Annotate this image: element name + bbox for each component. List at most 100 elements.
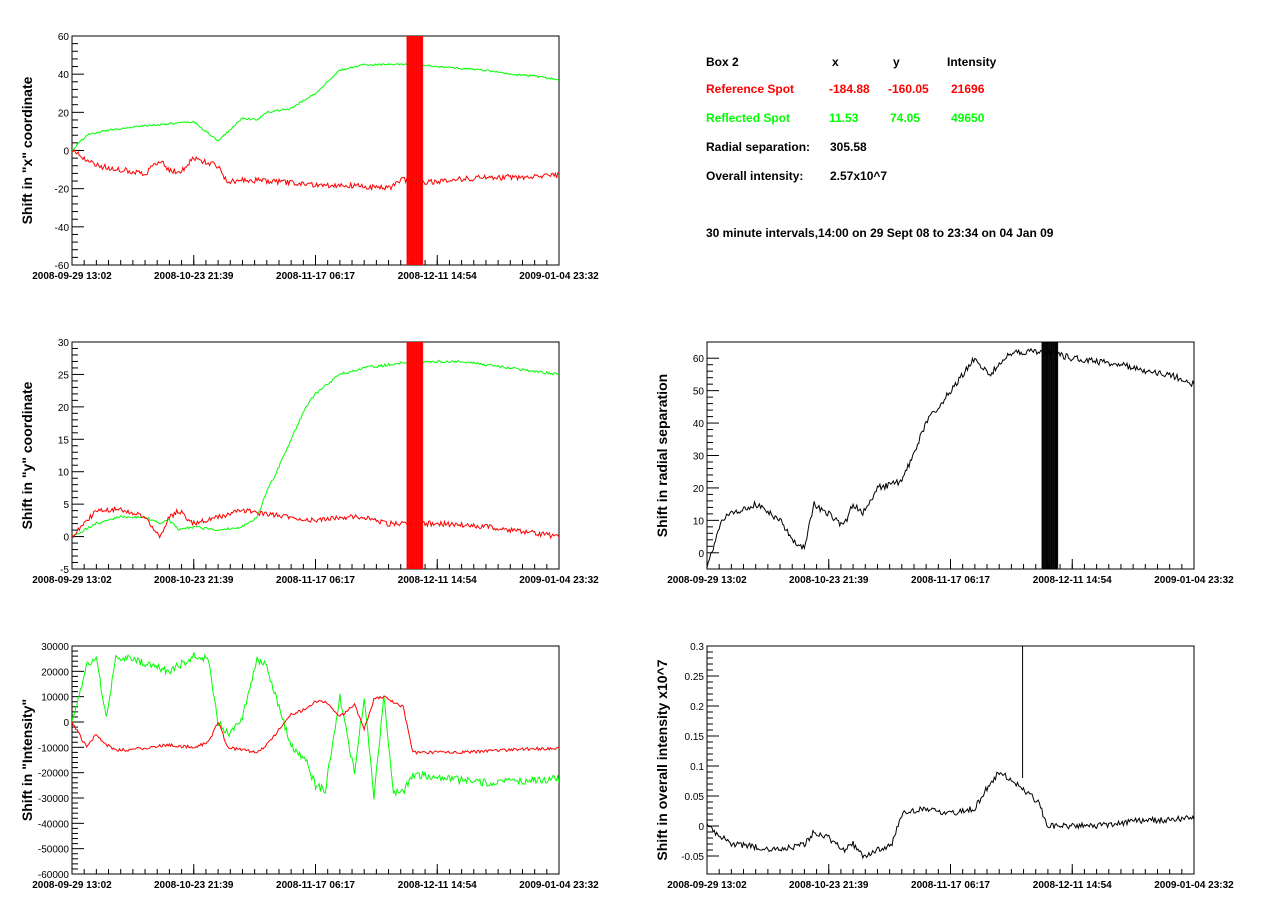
- y-shift-xtick-label-4: 2009-01-04 23:32: [519, 575, 599, 586]
- y-shift-series-0: [72, 359, 559, 537]
- x-shift-xtick-label-1: 2008-10-23 21:39: [154, 271, 234, 282]
- intensity-shift-ytick-label-3: -30000: [38, 794, 70, 805]
- radial-shift-ytick-label-0: 0: [698, 549, 704, 560]
- y-shift-ytick-label-5: 20: [58, 403, 70, 414]
- intensity-shift-ylabel: Shift in "Intensity": [19, 699, 35, 821]
- x-shift-series-0: [72, 63, 559, 151]
- y-shift-xtick-label-1: 2008-10-23 21:39: [154, 575, 234, 586]
- y-shift-ylabel: Shift in "y" coordinate: [19, 381, 35, 529]
- x-shift-series-1: [72, 148, 559, 192]
- intensity-shift-ytick-label-6: 0: [63, 718, 69, 729]
- intensity-shift-ytick-label-2: -40000: [38, 819, 70, 830]
- radial-shift-xtick-label-0: 2008-09-29 13:02: [667, 575, 747, 586]
- x-shift-ytick-label-6: 60: [58, 32, 70, 43]
- radial-separation-label: Radial separation:: [706, 140, 811, 154]
- overall-intensity-shift-ytick-label-4: 0.15: [685, 732, 705, 743]
- overall-intensity-shift-ytick-label-0: -0.05: [681, 852, 704, 863]
- radial-shift-series-0: [707, 347, 1194, 569]
- radial-shift-frame: [706, 341, 1195, 570]
- overall-intensity-shift-frame: [706, 645, 1195, 875]
- interval-note: 30 minute intervals,14:00 on 29 Sept 08 …: [706, 226, 1054, 240]
- intensity-shift-ytick-label-7: 10000: [41, 693, 69, 704]
- radial-shift-xtick-label-4: 2009-01-04 23:32: [1154, 575, 1234, 586]
- y-shift-frame: [71, 341, 560, 570]
- x-shift-xtick-label-2: 2008-11-17 06:17: [276, 271, 355, 282]
- reference-spot-intensity: 21696: [951, 82, 985, 96]
- x-shift-ytick-label-2: -20: [55, 185, 70, 196]
- intensity-shift-xtick-label-3: 2008-12-11 14:54: [398, 880, 477, 891]
- x-shift-xtick-label-3: 2008-12-11 14:54: [398, 271, 477, 282]
- y-shift-ytick-label-7: 30: [58, 338, 70, 349]
- intensity-shift-xtick-label-1: 2008-10-23 21:39: [154, 880, 234, 891]
- y-shift-ytick-label-1: 0: [63, 533, 69, 544]
- y-shift-series-1: [72, 505, 559, 540]
- overall-intensity-shift-xtick-label-0: 2008-09-29 13:02: [667, 880, 747, 891]
- radial-shift-xtick-label-2: 2008-11-17 06:17: [911, 575, 990, 586]
- radial-shift-ytick-label-2: 20: [693, 484, 705, 495]
- intensity-shift-ytick-label-4: -20000: [38, 769, 70, 780]
- header-intensity: Intensity: [947, 55, 997, 69]
- intensity-shift-ytick-label-0: -60000: [38, 870, 70, 881]
- overall-intensity-shift-ytick-label-3: 0.1: [690, 762, 704, 773]
- reflected-spot-intensity: 49650: [951, 111, 985, 125]
- overall-intensity-shift-ytick-label-6: 0.25: [685, 672, 705, 683]
- radial-shift-xtick-label-1: 2008-10-23 21:39: [789, 575, 869, 586]
- overall-intensity-shift-ytick-label-2: 0.05: [685, 792, 705, 803]
- box-title: Box 2: [706, 55, 739, 69]
- header-x: x: [832, 55, 839, 69]
- reference-spot-x: -184.88: [829, 82, 870, 96]
- overall-intensity-shift-ytick-label-7: 0.3: [690, 642, 704, 653]
- reference-spot-y: -160.05: [888, 82, 929, 96]
- x-shift-ytick-label-0: -60: [55, 261, 70, 272]
- y-shift-ytick-label-0: -5: [60, 565, 69, 576]
- y-shift-ytick-label-6: 25: [58, 370, 70, 381]
- intensity-shift-xtick-label-0: 2008-09-29 13:02: [32, 880, 112, 891]
- intensity-shift-ytick-label-9: 30000: [41, 642, 69, 653]
- y-shift-ytick-label-3: 10: [58, 468, 70, 479]
- intensity-shift-frame: [71, 645, 560, 875]
- intensity-shift-series-1: [72, 695, 559, 755]
- radial-shift-ytick-label-5: 50: [693, 387, 705, 398]
- y-shift-ytick-label-2: 5: [63, 500, 69, 511]
- x-shift-xtick-label-0: 2008-09-29 13:02: [32, 271, 112, 282]
- radial-shift-ytick-label-4: 40: [693, 419, 705, 430]
- x-shift-ytick-label-4: 20: [58, 108, 70, 119]
- intensity-shift-series-0: [72, 652, 559, 800]
- x-shift-xtick-label-4: 2009-01-04 23:32: [519, 271, 599, 282]
- y-shift-xtick-label-0: 2008-09-29 13:02: [32, 575, 112, 586]
- y-shift-xtick-label-3: 2008-12-11 14:54: [398, 575, 477, 586]
- x-shift-ytick-label-5: 40: [58, 70, 70, 81]
- overall-intensity-shift-series-0: [707, 771, 1194, 860]
- reflected-spot-label: Reflected Spot: [706, 111, 791, 125]
- overall-intensity-shift-ytick-label-5: 0.2: [690, 702, 704, 713]
- overall-intensity-shift-xtick-label-3: 2008-12-11 14:54: [1033, 880, 1112, 891]
- x-shift-ytick-label-3: 0: [63, 147, 69, 158]
- overall-intensity-shift-xtick-label-4: 2009-01-04 23:32: [1154, 880, 1234, 891]
- radial-shift-xtick-label-3: 2008-12-11 14:54: [1033, 575, 1112, 586]
- intensity-shift-xtick-label-2: 2008-11-17 06:17: [276, 880, 355, 891]
- x-shift-ylabel: Shift in "x" coordinate: [19, 76, 35, 224]
- header-y: y: [893, 55, 900, 69]
- y-shift-ytick-label-4: 15: [58, 435, 70, 446]
- overall-intensity-shift-xtick-label-1: 2008-10-23 21:39: [789, 880, 869, 891]
- radial-shift-ylabel: Shift in radial separation: [654, 374, 670, 537]
- overall-intensity-shift-ylabel: Shift in overall intensity x10^7: [654, 659, 670, 860]
- y-shift-xtick-label-2: 2008-11-17 06:17: [276, 575, 355, 586]
- radial-shift-ytick-label-3: 30: [693, 452, 705, 463]
- intensity-shift-ytick-label-1: -50000: [38, 845, 70, 856]
- overall-intensity-shift-xtick-label-2: 2008-11-17 06:17: [911, 880, 990, 891]
- intensity-shift-xtick-label-4: 2009-01-04 23:32: [519, 880, 599, 891]
- x-shift-ytick-label-1: -40: [55, 223, 70, 234]
- intensity-shift-ytick-label-5: -10000: [38, 743, 70, 754]
- radial-separation-value: 305.58: [830, 140, 867, 154]
- reflected-spot-x: 11.53: [829, 111, 859, 125]
- radial-shift-ytick-label-6: 60: [693, 354, 705, 365]
- overall-intensity-shift-ytick-label-1: 0: [698, 822, 704, 833]
- radial-shift-ytick-label-1: 10: [693, 516, 705, 527]
- intensity-shift-ytick-label-8: 20000: [41, 667, 69, 678]
- reflected-spot-y: 74.05: [890, 111, 921, 125]
- reference-spot-label: Reference Spot: [706, 82, 795, 96]
- overall-intensity-label: Overall intensity:: [706, 169, 804, 183]
- overall-intensity-value: 2.57x10^7: [830, 169, 888, 183]
